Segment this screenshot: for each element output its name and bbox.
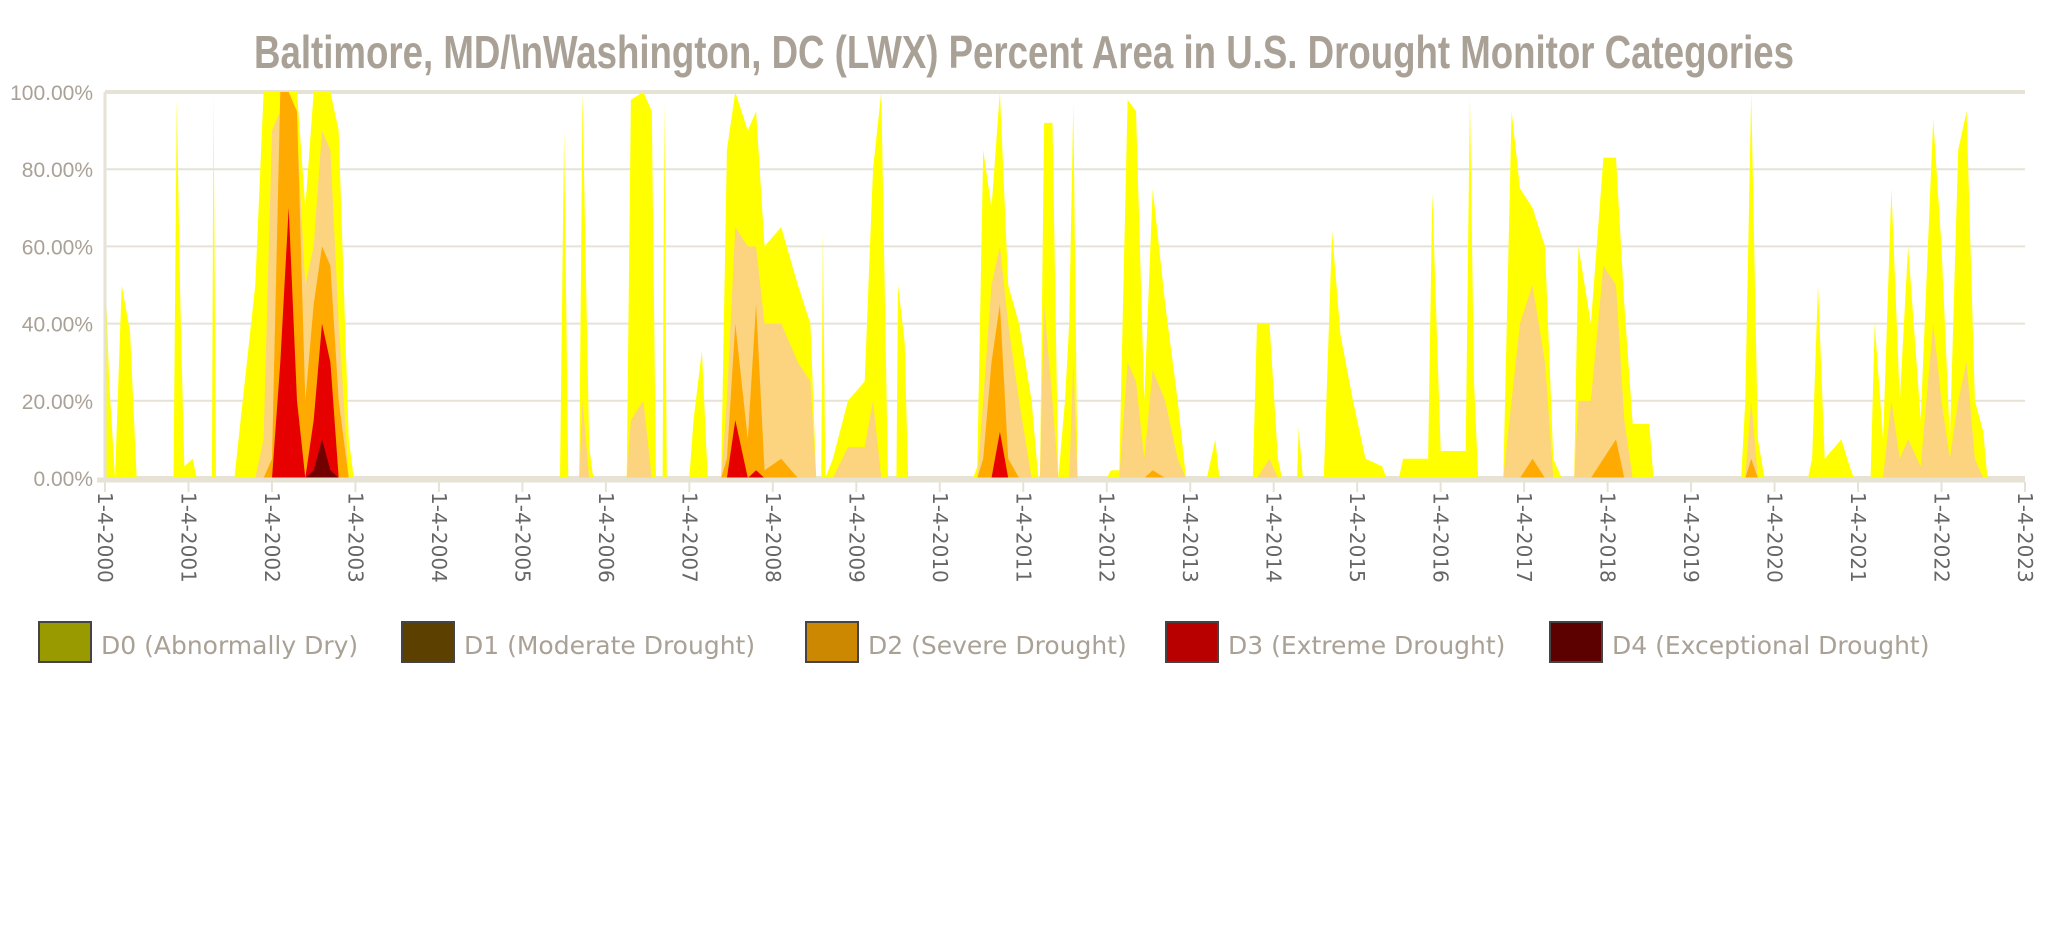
x-tick-label: 1-4-2006: [594, 492, 618, 583]
x-tick-label: 1-4-2016: [1429, 492, 1453, 583]
x-tick-label: 1-4-2019: [1679, 492, 1703, 583]
y-tick-label: 100.00%: [10, 82, 93, 105]
legend-swatch: [1165, 621, 1219, 663]
legend-swatch: [401, 621, 455, 663]
x-tick-label: 1-4-2010: [928, 492, 952, 583]
legend-label: D0 (Abnormally Dry): [101, 631, 358, 660]
legend-item[interactable]: D3 (Extreme Drought): [1165, 621, 1505, 663]
x-tick-label: 1-4-2007: [677, 492, 701, 583]
x-tick-label: 1-4-2012: [1095, 492, 1119, 583]
legend-label: D4 (Exceptional Drought): [1612, 631, 1930, 660]
axes: [97, 92, 2025, 483]
x-tick-label: 1-4-2009: [844, 492, 868, 583]
y-axis-ticks: 0.00% 20.00% 40.00% 60.00% 80.00% 100.00%: [10, 82, 93, 491]
y-tick-label: 80.00%: [22, 159, 93, 182]
x-tick-label: 1-4-2015: [1345, 492, 1369, 583]
x-tick-label: 1-4-2014: [1262, 492, 1286, 583]
x-tick-label: 1-4-2017: [1512, 492, 1536, 583]
x-tick-label: 1-4-2001: [176, 492, 200, 583]
legend-item[interactable]: D0 (Abnormally Dry): [38, 621, 358, 663]
legend-item[interactable]: D1 (Moderate Drought): [401, 621, 755, 663]
area-d3: [105, 207, 1988, 479]
y-tick-label: 0.00%: [33, 468, 93, 491]
x-tick-label: 1-4-2018: [1596, 492, 1620, 583]
y-tick-label: 40.00%: [22, 314, 93, 337]
x-tick-label: 1-4-2002: [260, 492, 284, 583]
x-tick-label: 1-4-2008: [761, 492, 785, 583]
x-tick-label: 1-4-2000: [93, 492, 117, 583]
legend: D0 (Abnormally Dry) D1 (Moderate Drought)…: [38, 621, 1930, 663]
area-d1: [105, 111, 1988, 479]
area-series: [105, 92, 1988, 479]
x-tick-label: 1-4-2004: [427, 492, 451, 583]
y-tick-label: 20.00%: [22, 391, 93, 414]
legend-label: D1 (Moderate Drought): [464, 631, 755, 660]
chart-title: Baltimore, MD/\nWashington, DC (LWX) Per…: [254, 26, 1794, 78]
legend-item[interactable]: D2 (Severe Drought): [805, 621, 1127, 663]
legend-swatch: [805, 621, 859, 663]
legend-label: D2 (Severe Drought): [868, 631, 1127, 660]
x-axis-ticks: 1-4-2000 1-4-2001 1-4-2002 1-4-2003 1-4-2004…: [93, 482, 2037, 583]
x-tick-label: 1-4-2022: [1930, 492, 1954, 583]
x-tick-label: 1-4-2020: [1763, 492, 1787, 583]
x-tick-label: 1-4-2011: [1011, 492, 1035, 583]
x-tick-label: 1-4-2013: [1178, 492, 1202, 583]
x-tick-label: 1-4-2003: [343, 492, 367, 583]
x-tick-label: 1-4-2023: [2013, 492, 2037, 583]
legend-swatch: [1549, 621, 1603, 663]
legend-item[interactable]: D4 (Exceptional Drought): [1549, 621, 1930, 663]
x-tick-label: 1-4-2021: [1846, 492, 1870, 583]
x-tick-label: 1-4-2005: [510, 492, 534, 583]
legend-label: D3 (Extreme Drought): [1228, 631, 1505, 660]
y-tick-label: 60.00%: [22, 236, 93, 259]
legend-swatch: [38, 621, 92, 663]
